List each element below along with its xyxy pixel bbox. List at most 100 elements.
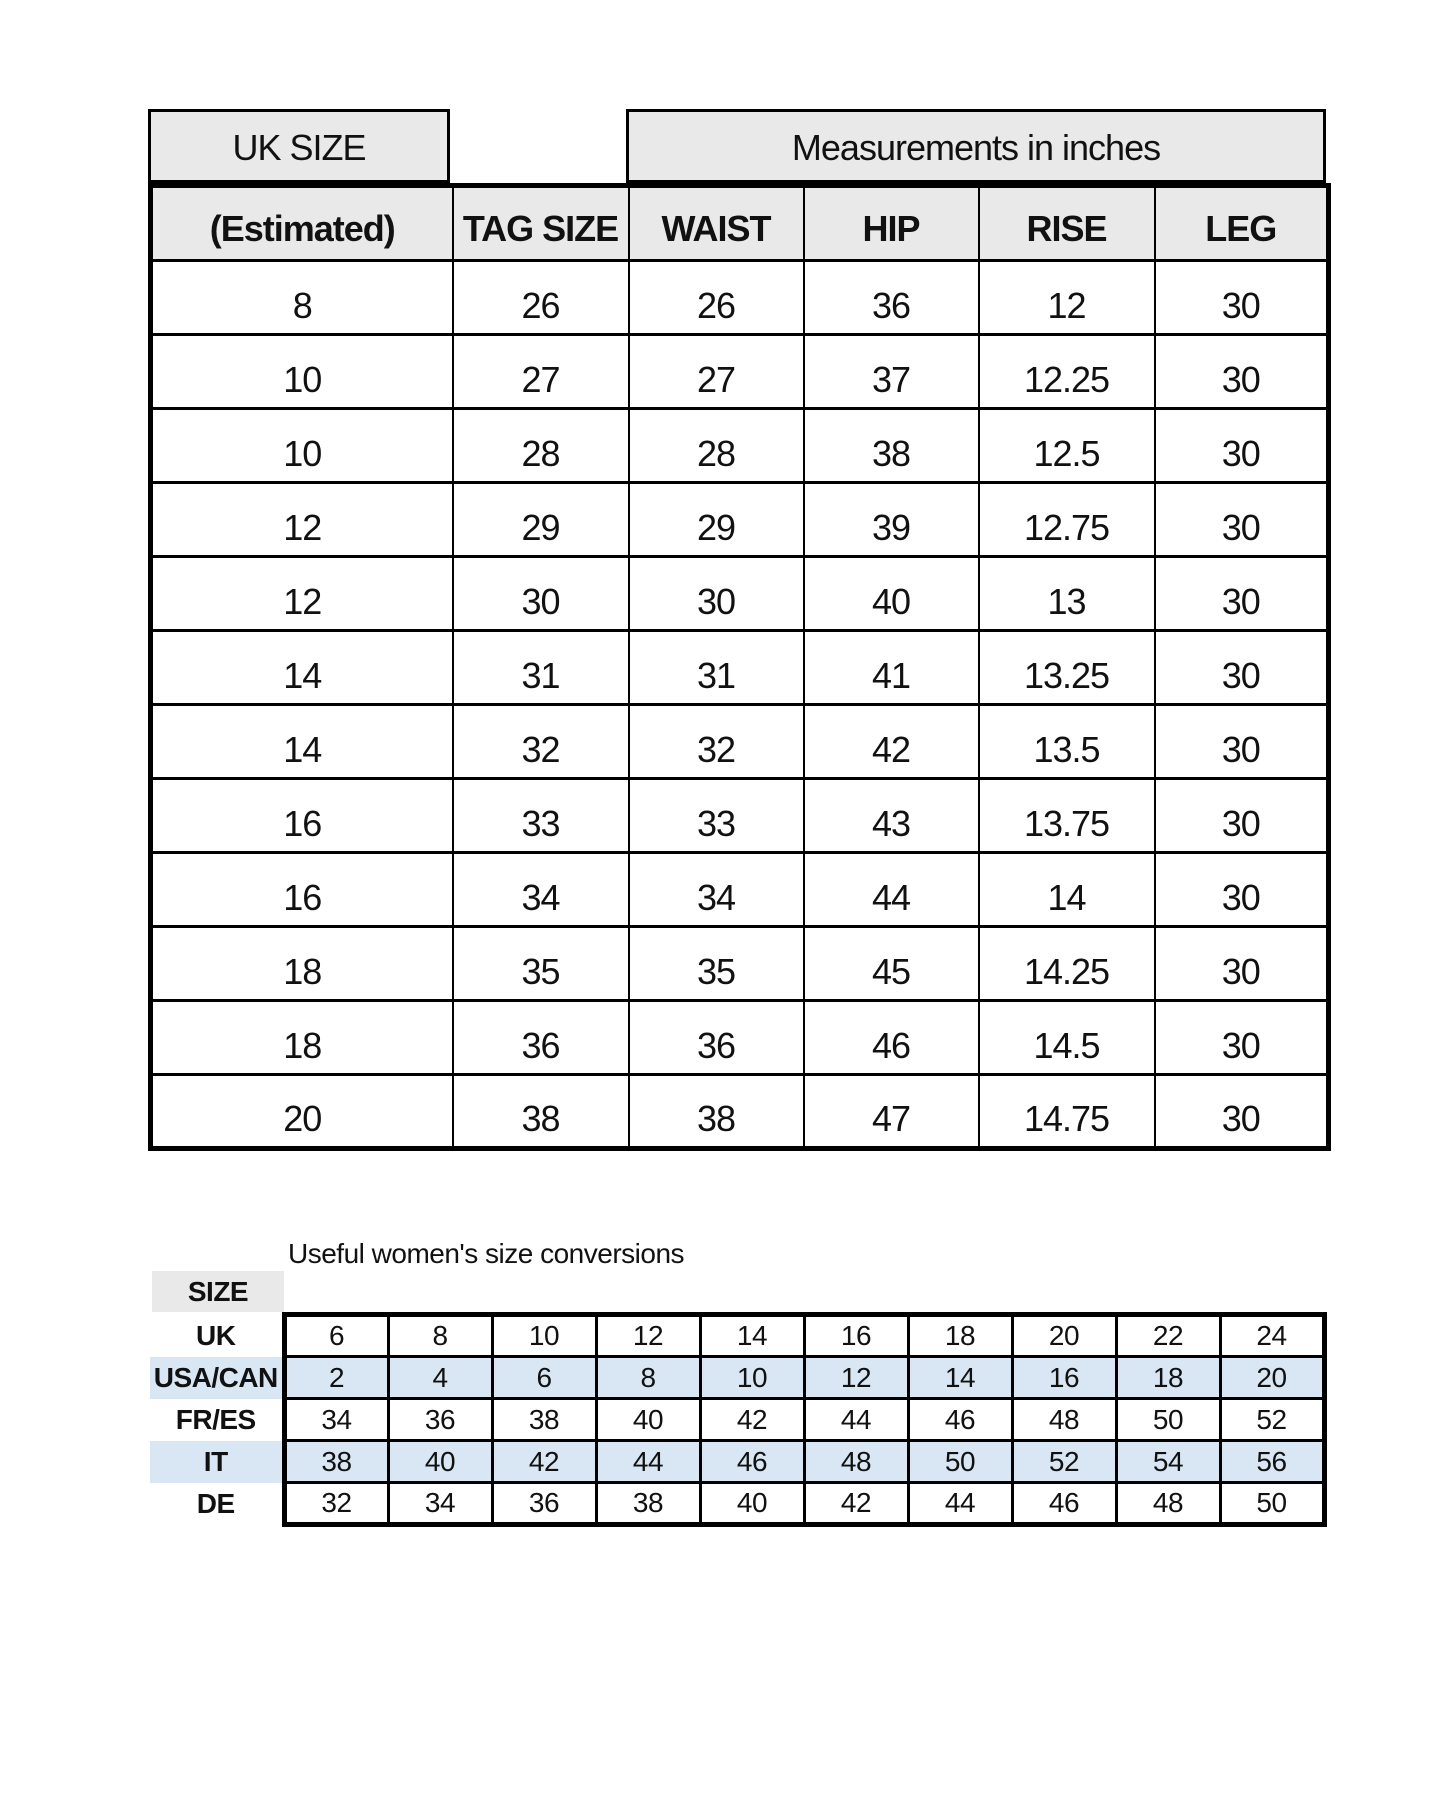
main-table-cell: 12.25 [977,333,1156,410]
conversion-cell: 46 [906,1397,1014,1442]
main-table-cell: 36 [451,999,630,1076]
conversion-cell: 50 [1218,1481,1327,1527]
main-table-cell: 33 [451,777,630,854]
conversion-cell: 40 [386,1439,494,1484]
main-table-cell: 47 [802,1073,980,1150]
main-table-row: 12 29 29 39 12.75 30 [149,481,1330,558]
conversion-row: UK 6 8 10 12 14 16 18 20 22 24 [150,1312,1327,1358]
main-table-cell: 10 [149,407,454,484]
size-measurements-table: (Estimated) TAG SIZE WAIST HIP RISE LEG 8 26 26… [148,183,1331,1151]
main-table-row: 16 34 34 44 14 30 [149,851,1330,928]
main-table-cell: 29 [627,481,805,558]
conversion-cell: 48 [1114,1481,1222,1527]
main-table-row: 16 33 33 43 13.75 30 [149,777,1330,854]
main-table-cell: 30 [1153,777,1330,854]
conversion-row: IT 38 40 42 44 46 48 50 52 54 56 [150,1439,1327,1484]
main-table-cell: 12.75 [977,481,1156,558]
measurements-header-box: Measurements in inches [626,109,1326,183]
main-table-cell: 13.5 [977,703,1156,780]
conversion-cell: 18 [906,1312,1014,1358]
main-table-cell: 31 [627,629,805,706]
uk-size-header-label: UK SIZE [232,127,366,168]
main-table-cell: 41 [802,629,980,706]
main-column-header: RISE [977,184,1156,262]
main-table-row: 10 28 28 38 12.5 30 [149,407,1330,484]
main-table-cell: 18 [149,999,454,1076]
main-table-cell: 38 [802,407,980,484]
conversion-cell: 44 [906,1481,1014,1527]
conversion-cell: 40 [594,1397,702,1442]
main-table-cell: 39 [802,481,980,558]
conversion-cell: 16 [802,1312,910,1358]
main-table-cell: 30 [1153,333,1330,410]
conversion-cell: 48 [802,1439,910,1484]
conversion-cell: 16 [1010,1355,1118,1400]
conversion-cell: 18 [1114,1355,1222,1400]
conversion-cell: 6 [490,1355,598,1400]
conversion-cell: 24 [1218,1312,1327,1358]
conversion-cell: 38 [281,1439,390,1484]
conversion-cell: 42 [802,1481,910,1527]
conversion-cell: 20 [1010,1312,1118,1358]
main-table-cell: 35 [451,925,630,1002]
main-table-cell: 12.5 [977,407,1156,484]
main-table-cell: 14 [977,851,1156,928]
main-table-cell: 30 [1153,1073,1330,1150]
conversion-cell: 10 [490,1312,598,1358]
main-table-cell: 28 [451,407,630,484]
conversion-cell: 38 [490,1397,598,1442]
main-table-cell: 14.75 [977,1073,1156,1150]
main-table-row: 18 35 35 45 14.25 30 [149,925,1330,1002]
main-table-cell: 14 [149,703,454,780]
main-table-cell: 36 [802,259,980,336]
main-column-header: HIP [802,184,980,262]
conversion-cell: 50 [906,1439,1014,1484]
conversion-cell: 10 [698,1355,806,1400]
conversion-cell: 42 [490,1439,598,1484]
conversion-cell: 12 [594,1312,702,1358]
main-table-cell: 18 [149,925,454,1002]
main-table-cell: 30 [1153,851,1330,928]
main-table-cell: 35 [627,925,805,1002]
conversion-cell: 14 [906,1355,1014,1400]
main-table-cell: 36 [627,999,805,1076]
main-table-row: 10 27 27 37 12.25 30 [149,333,1330,410]
main-table-row: 20 38 38 47 14.75 30 [149,1073,1330,1150]
main-table-cell: 13.75 [977,777,1156,854]
conversion-cell: 8 [386,1312,494,1358]
conversion-cell: 46 [698,1439,806,1484]
conversion-row-label: FR/ES [150,1398,284,1441]
main-table-row: 14 31 31 41 13.25 30 [149,629,1330,706]
main-table-cell: 43 [802,777,980,854]
main-table-cell: 20 [149,1073,454,1150]
main-column-header: LEG [1153,184,1330,262]
main-table-cell: 14.5 [977,999,1156,1076]
main-table-cell: 30 [451,555,630,632]
main-table-cell: 30 [1153,407,1330,484]
conversion-row-label: USA/CAN [150,1356,284,1399]
main-table-cell: 13.25 [977,629,1156,706]
main-table-cell: 12 [149,555,454,632]
main-table-cell: 32 [627,703,805,780]
main-table-cell: 34 [451,851,630,928]
main-table-cell: 28 [627,407,805,484]
conversion-title: Useful women's size conversions [288,1238,685,1269]
main-column-header: WAIST [627,184,805,262]
main-table-row: 14 32 32 42 13.5 30 [149,703,1330,780]
main-table-cell: 8 [149,259,454,336]
conversion-cell: 50 [1114,1397,1222,1442]
main-table-cell: 12 [977,259,1156,336]
main-table-cell: 37 [802,333,980,410]
main-table-header-row: (Estimated) TAG SIZE WAIST HIP RISE LEG [149,184,1330,262]
main-table-row: 8 26 26 36 12 30 [149,259,1330,336]
conversion-row-label: UK [150,1314,284,1357]
conversion-cell: 34 [281,1397,390,1442]
main-table-cell: 14.25 [977,925,1156,1002]
main-table-cell: 31 [451,629,630,706]
main-table-cell: 30 [1153,555,1330,632]
conversion-cell: 52 [1010,1439,1118,1484]
main-table-cell: 38 [451,1073,630,1150]
main-table-cell: 30 [627,555,805,632]
conversion-cell: 22 [1114,1312,1222,1358]
